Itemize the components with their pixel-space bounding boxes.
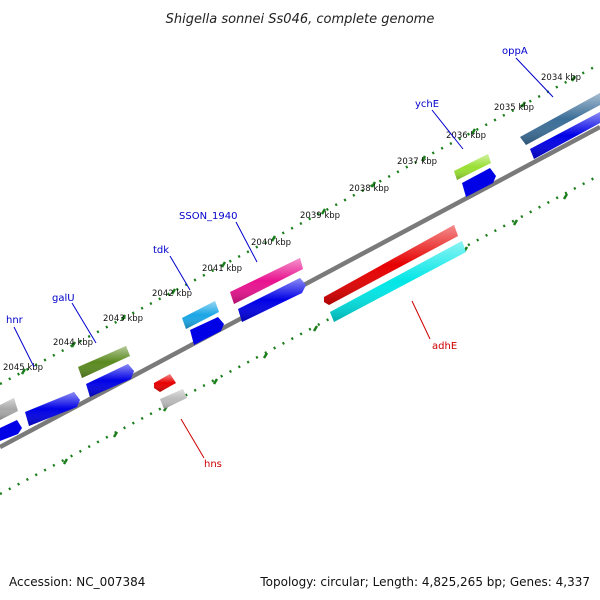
cds-arrow: [462, 168, 496, 197]
gene-block-adhE: [324, 225, 466, 322]
gene-label-hnr: hnr: [6, 315, 24, 326]
gene-label-leaders: [13, 57, 554, 459]
gene-labels: oppA ychE SSON_1940 tdk galU hnr adhE hn…: [6, 46, 528, 470]
gene-block-SSON_1940: [230, 258, 303, 304]
gene-block-hns: [154, 374, 187, 409]
gene-label-adhE: adhE: [432, 341, 457, 352]
outer-tick-track: [0, 62, 600, 386]
gene-label-ychE: ychE: [415, 99, 439, 110]
gene-block-ychE: [454, 154, 491, 180]
map-title: Shigella sonnei Ss046, complete genome: [166, 12, 435, 27]
kbp-label: 2041 kbp: [202, 264, 242, 274]
inner-major-ticks: [62, 193, 569, 465]
kbp-label: 2045 kbp: [3, 363, 43, 373]
kbp-label: 2042 kbp: [152, 289, 192, 299]
accession-text: Accession: NC_007384: [9, 575, 145, 589]
gene-label-tdk: tdk: [153, 245, 169, 256]
kbp-label: 2034 kbp: [541, 73, 581, 83]
gene-label-galU: galU: [52, 293, 75, 304]
reverse-gene-blocks: [154, 225, 466, 409]
kbp-label: 2037 kbp: [397, 157, 437, 167]
cds-arrow: [0, 420, 22, 441]
gene-block-oppA: [520, 93, 600, 145]
outer-major-ticks: [20, 75, 577, 375]
gene-label-oppA: oppA: [502, 46, 528, 57]
map-content: 2034 kbp 2035 kbp 2036 kbp 2037 kbp 2038…: [0, 46, 600, 496]
genome-summary-text: Topology: circular; Length: 4,825,265 bp…: [259, 575, 590, 589]
cds-arrow: [190, 317, 224, 345]
kbp-label: 2044 kbp: [53, 338, 93, 348]
gene-block-hnr: [0, 398, 18, 420]
kbp-scale: 2034 kbp 2035 kbp 2036 kbp 2037 kbp 2038…: [3, 73, 581, 373]
kbp-label: 2035 kbp: [494, 103, 534, 113]
forward-gene-blocks: [0, 93, 600, 420]
kbp-label: 2043 kbp: [103, 314, 143, 324]
kbp-label: 2038 kbp: [349, 184, 389, 194]
gene-block-tdk: [182, 301, 219, 329]
kbp-label: 2040 kbp: [251, 238, 291, 248]
forward-cds-shading: [25, 112, 600, 426]
gene-label-hns: hns: [204, 459, 222, 470]
gene-label-SSON_1940: SSON_1940: [179, 211, 238, 222]
gene-block-galU: [78, 346, 130, 378]
kbp-label: 2039 kbp: [300, 211, 340, 221]
kbp-label: 2036 kbp: [446, 131, 486, 141]
